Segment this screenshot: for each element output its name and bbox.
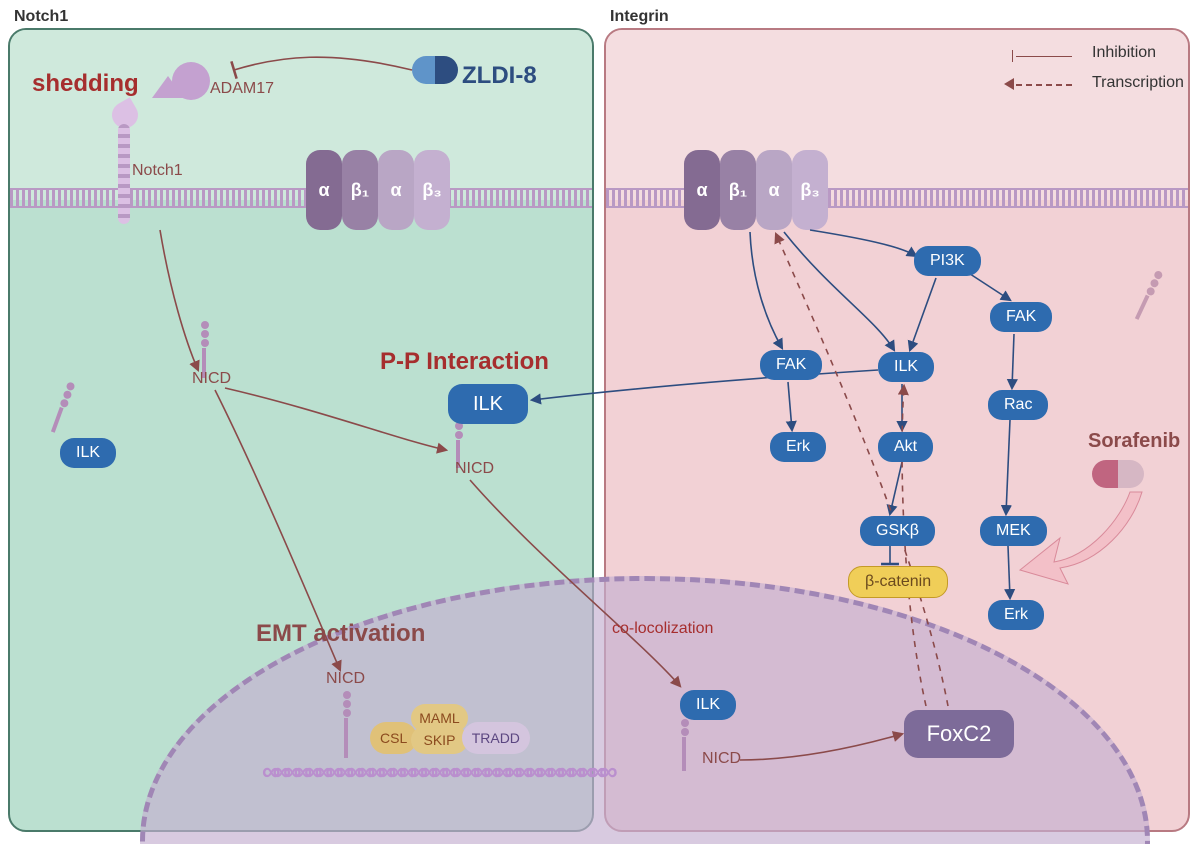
legend-transcription-line <box>1016 84 1072 86</box>
node-gskb: GSKβ <box>860 516 935 546</box>
integrin-beta: β₃ <box>414 150 450 230</box>
panel-title-notch1: Notch1 <box>14 8 68 26</box>
transcription-complex: CSL MAML SKIP TRADD <box>370 704 530 754</box>
label-sorafenib: Sorafenib <box>1088 430 1180 453</box>
node-ilk_r: ILK <box>878 352 934 382</box>
label-coloc: co-locolization <box>612 620 713 638</box>
node-fak_r: FAK <box>990 302 1052 332</box>
label-ppint: P-P Interaction <box>380 348 549 376</box>
nicd-chain-nuc-l <box>342 690 352 758</box>
node-erk_l: Erk <box>770 432 826 462</box>
integrin-alpha: α <box>306 150 342 230</box>
label-adam17: ADAM17 <box>210 80 274 98</box>
label-nicd2: NICD <box>455 460 494 478</box>
node-foxc2: FoxC2 <box>904 710 1014 758</box>
legend-transcription-arrow <box>1004 78 1014 90</box>
membrane-left <box>10 188 592 208</box>
tradd-node: TRADD <box>462 722 530 754</box>
node-fak_l: FAK <box>760 350 822 380</box>
integrin-beta: β₃ <box>792 150 828 230</box>
legend-inhibition-line <box>1016 56 1072 57</box>
node-bcat: β-catenin <box>848 566 948 598</box>
node-ilk_nuc: ILK <box>680 690 736 720</box>
panel-left-top <box>10 30 592 200</box>
integrin-beta: β₁ <box>342 150 378 230</box>
integrin-beta: β₁ <box>720 150 756 230</box>
node-rac: Rac <box>988 390 1048 420</box>
panel-title-integrin: Integrin <box>610 8 669 26</box>
node-mek: MEK <box>980 516 1047 546</box>
label-legend_inh: Inhibition <box>1092 44 1156 62</box>
integrin-right: αβ₁αβ₃ <box>684 150 828 230</box>
node-ilk_free: ILK <box>60 438 116 468</box>
diagram-stage: Notch1 Integrin ∞∞∞∞∞∞∞∞∞∞∞∞∞∞∞∞∞∞∞∞∞∞∞∞… <box>0 0 1200 844</box>
label-nicd3: NICD <box>326 670 365 688</box>
node-erk_r: Erk <box>988 600 1044 630</box>
label-emt: EMT activation <box>256 620 425 648</box>
sorafenib-drug-icon <box>1092 460 1144 488</box>
label-notch1: Notch1 <box>132 162 183 180</box>
node-akt: Akt <box>878 432 933 462</box>
integrin-left: αβ₁αβ₃ <box>306 150 450 230</box>
label-zldi8: ZLDI-8 <box>462 62 537 90</box>
node-pi3k: PI3K <box>914 246 981 276</box>
integrin-alpha: α <box>756 150 792 230</box>
label-nicd4: NICD <box>702 750 741 768</box>
label-nicd1: NICD <box>192 370 231 388</box>
node-ilk_pp: ILK <box>448 384 528 424</box>
integrin-alpha: α <box>378 150 414 230</box>
nicd-chain-nuc-r <box>680 718 690 771</box>
csl-node: CSL <box>370 722 417 754</box>
legend-inhibition-bar <box>1012 50 1023 62</box>
integrin-alpha: α <box>684 150 720 230</box>
zldi8-drug-icon <box>412 56 458 84</box>
label-legend_tr: Transcription <box>1092 74 1184 92</box>
label-shedding: shedding <box>32 70 139 98</box>
skip-node: SKIP <box>411 726 467 754</box>
dna-helix: ∞∞∞∞∞∞∞∞∞∞∞∞∞∞∞∞∞∞∞∞∞∞∞∞∞∞∞∞∞∞∞∞∞ <box>262 756 610 787</box>
